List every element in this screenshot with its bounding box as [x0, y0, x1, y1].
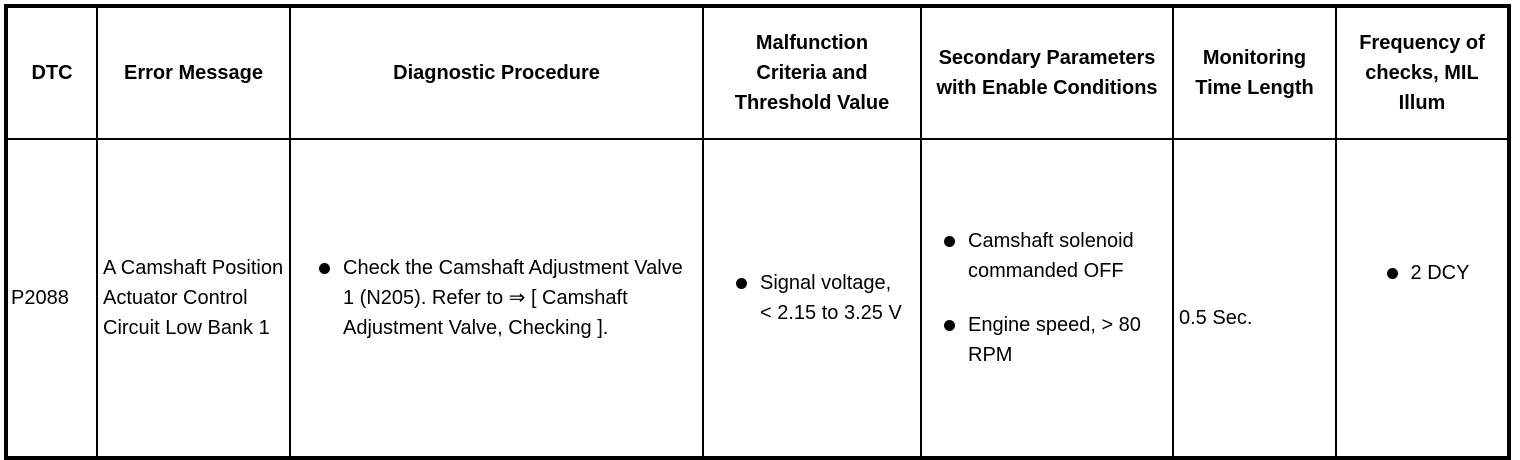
list-item: Camshaft solenoid commanded OFF — [932, 226, 1162, 286]
cell-dtc: P2088 — [5, 138, 98, 459]
cell-secondary-parameters: Camshaft solenoid commanded OFF Engine sp… — [920, 138, 1174, 459]
cell-diagnostic-procedure: Check the Camshaft Adjustment Valve 1 (N… — [289, 138, 704, 459]
table-row: P2088 A Camshaft Position Actuator Contr… — [5, 138, 1510, 459]
cell-error-message: A Camshaft Position Actuator Control Cir… — [96, 138, 291, 459]
header-frequency: Frequency of checks, MIL Illum — [1335, 5, 1510, 140]
header-malfunction-criteria: Malfunction Criteria and Threshold Value — [702, 5, 922, 140]
header-row: DTC Error Message Diagnostic Procedure M… — [5, 5, 1510, 140]
list-item: Engine speed, > 80 RPM — [932, 310, 1162, 370]
cell-frequency: 2 DCY — [1335, 138, 1510, 459]
header-error-message: Error Message — [96, 5, 291, 140]
header-secondary-parameters: Secondary Parameters with Enable Conditi… — [920, 5, 1174, 140]
cell-malfunction-criteria: Signal voltage, < 2.15 to 3.25 V — [702, 138, 922, 459]
list-item: Signal voltage, < 2.15 to 3.25 V — [724, 268, 904, 328]
dtc-table: DTC Error Message Diagnostic Procedure M… — [4, 4, 1511, 460]
header-diagnostic-procedure: Diagnostic Procedure — [289, 5, 704, 140]
header-dtc: DTC — [5, 5, 98, 140]
list-item: Check the Camshaft Adjustment Valve 1 (N… — [307, 253, 692, 343]
header-monitoring-time: Monitoring Time Length — [1172, 5, 1337, 140]
list-item: 2 DCY — [1375, 258, 1469, 288]
cell-monitoring-time: 0.5 Sec. — [1172, 138, 1337, 459]
